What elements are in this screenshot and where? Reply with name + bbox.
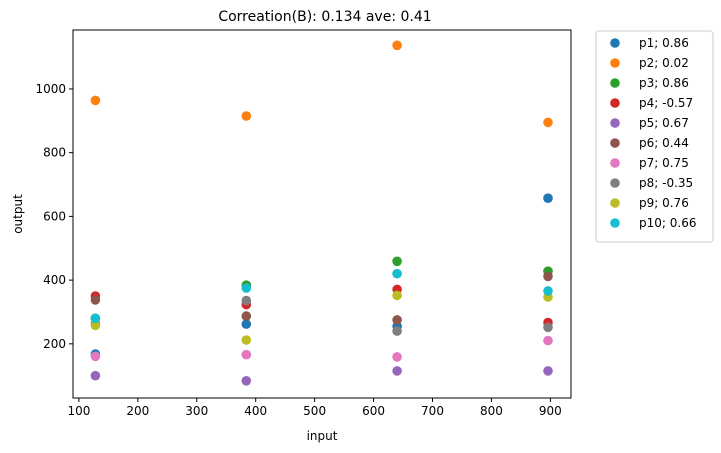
y-axis: 200 400 600 800 1000 — [35, 82, 73, 351]
point-p9-2 — [241, 335, 252, 345]
x-axis-label: input — [307, 429, 338, 443]
legend-label-p3: p3; 0.86 — [639, 76, 689, 90]
point-p1-2 — [241, 319, 252, 329]
legend: p1; 0.86 p2; 0.02 p3; 0.86 p4; -0.57 p5; 0.6… — [595, 30, 714, 243]
y-axis-label: output — [11, 194, 25, 234]
point-p5-4 — [543, 366, 553, 376]
x-tick-label: 300 — [185, 404, 208, 418]
point-p6-4 — [543, 271, 553, 282]
point-p6-3 — [392, 315, 402, 325]
legend-label-p5: p5; 0.67 — [639, 116, 689, 130]
point-p9-3 — [392, 290, 402, 301]
point-p5-3 — [392, 366, 402, 376]
y-tick-label: 800 — [43, 146, 66, 160]
point-p10-4 — [543, 286, 553, 296]
legend-marker-p9 — [610, 198, 620, 208]
x-tick-label: 800 — [480, 404, 503, 418]
plot-points — [90, 40, 553, 386]
y-tick-label: 200 — [43, 337, 66, 351]
point-p2-4 — [543, 117, 553, 128]
point-p7-1 — [90, 351, 101, 362]
point-p1-4 — [543, 193, 553, 203]
point-p2-2 — [241, 111, 252, 121]
point-p5-2 — [241, 376, 252, 386]
x-tick-label: 200 — [126, 404, 149, 418]
x-tick-label: 700 — [421, 404, 444, 418]
x-axis: 100 200 300 400 500 600 700 800 900 — [67, 398, 562, 418]
point-p8-2 — [241, 295, 252, 306]
point-p8-3 — [392, 326, 402, 336]
point-p6-1 — [90, 295, 101, 305]
x-tick-label: 900 — [539, 404, 562, 418]
point-p10-1 — [90, 313, 101, 324]
point-p6-2 — [241, 311, 252, 321]
point-p9-1 — [90, 320, 101, 331]
legend-marker-p4 — [610, 98, 620, 108]
point-p10-2 — [241, 283, 252, 293]
point-p7-3 — [392, 352, 402, 362]
y-tick-label: 400 — [43, 273, 66, 287]
x-tick-label: 500 — [303, 404, 326, 418]
plot-frame — [72, 29, 572, 399]
legend-label-p7: p7; 0.75 — [639, 156, 689, 170]
point-p10-3 — [392, 268, 402, 279]
legend-label-p8: p8; -0.35 — [639, 176, 693, 190]
point-p5-1 — [90, 370, 101, 381]
legend-marker-p3 — [610, 78, 620, 88]
point-p2-3 — [392, 40, 402, 51]
legend-marker-p10 — [610, 218, 620, 228]
legend-label-p9: p9; 0.76 — [639, 196, 689, 210]
point-p7-4 — [543, 335, 553, 346]
point-p8-4 — [543, 322, 553, 333]
legend-label-p6: p6; 0.44 — [639, 136, 689, 150]
legend-marker-p7 — [610, 158, 620, 168]
legend-label-p10: p10; 0.66 — [639, 216, 696, 230]
legend-marker-p1 — [610, 38, 620, 48]
y-tick-label: 600 — [43, 209, 66, 223]
legend-frame — [595, 30, 714, 243]
x-tick-label: 400 — [244, 404, 267, 418]
point-p7-2 — [241, 349, 252, 360]
x-tick-label: 600 — [362, 404, 385, 418]
legend-label-p2: p2; 0.02 — [639, 56, 689, 70]
y-tick-label: 1000 — [35, 82, 66, 96]
legend-marker-p2 — [610, 58, 620, 68]
point-p2-1 — [90, 95, 101, 106]
legend-label-p4: p4; -0.57 — [639, 96, 693, 110]
legend-marker-p6 — [610, 138, 620, 148]
legend-marker-p5 — [610, 118, 620, 128]
x-tick-label: 100 — [67, 404, 90, 418]
chart-title: Correation(B): 0.134 ave: 0.41 — [218, 9, 431, 25]
point-p3-3 — [392, 256, 402, 267]
legend-label-p1: p1; 0.86 — [639, 36, 689, 50]
legend-marker-p8 — [610, 178, 620, 188]
